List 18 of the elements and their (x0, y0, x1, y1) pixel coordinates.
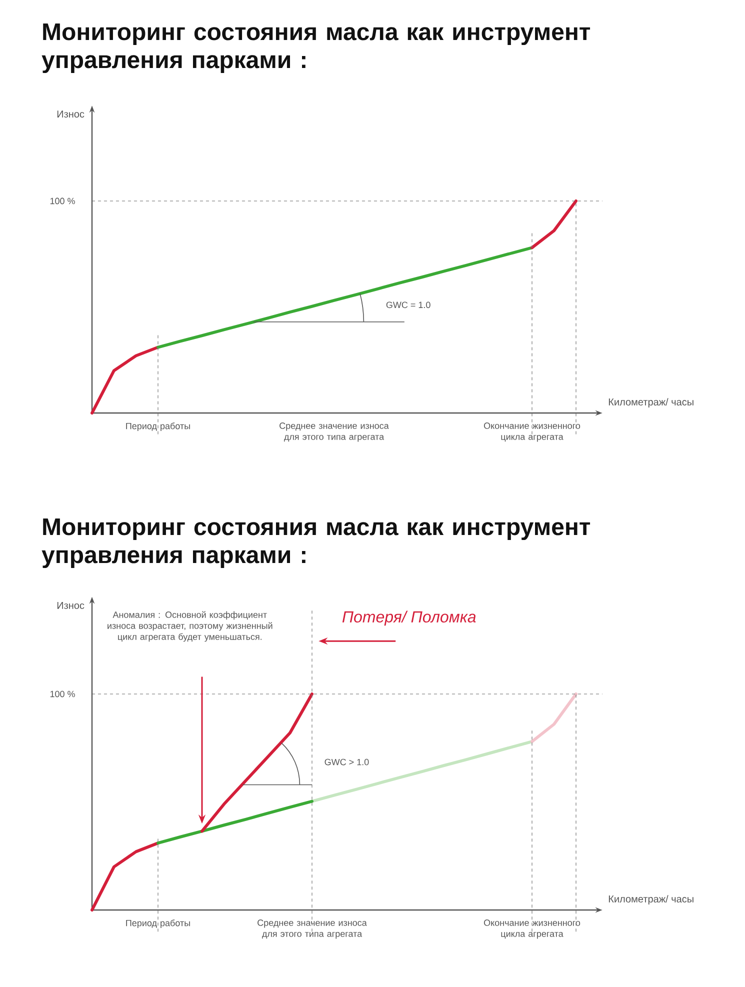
chart-title: Мониторинг состояния масла как инструмент управления парками : (42, 518, 590, 568)
annotation: GWC = 1.0 (386, 302, 430, 308)
text: Аномалия : Основной коэффициент износа возрастает, поэтому жизненный цикл агрегата будет уменьшаться. (108, 611, 272, 642)
x-tick-label: Период работы (126, 422, 190, 432)
x-tick-label: Окончание жизненного цикла агрегата (484, 422, 580, 442)
x-tick-label: Окончание жизненного цикла агрегата (484, 920, 580, 939)
ref-line-label: 100 % (50, 198, 75, 204)
x-tick-label: Среднее значение износа для этого типа агрегата (258, 920, 367, 939)
x-tick-label: Среднее значение износа для этого типа агрегата (280, 422, 389, 442)
y-axis-title: Износ (57, 602, 84, 609)
annotation: GWC > 1.0 (324, 758, 369, 766)
text: Потеря/ Поломка (342, 610, 476, 626)
chart-title: Мониторинг состояния масла как инструмент управления парками : (42, 24, 590, 74)
y-axis-title: Износ (57, 110, 84, 118)
ref-line-label: 100 % (50, 690, 75, 698)
x-axis-title: Километраж/ часы (608, 895, 694, 904)
x-tick-label: Период работы (126, 920, 190, 928)
x-axis-title: Километраж/ часы (608, 398, 694, 408)
